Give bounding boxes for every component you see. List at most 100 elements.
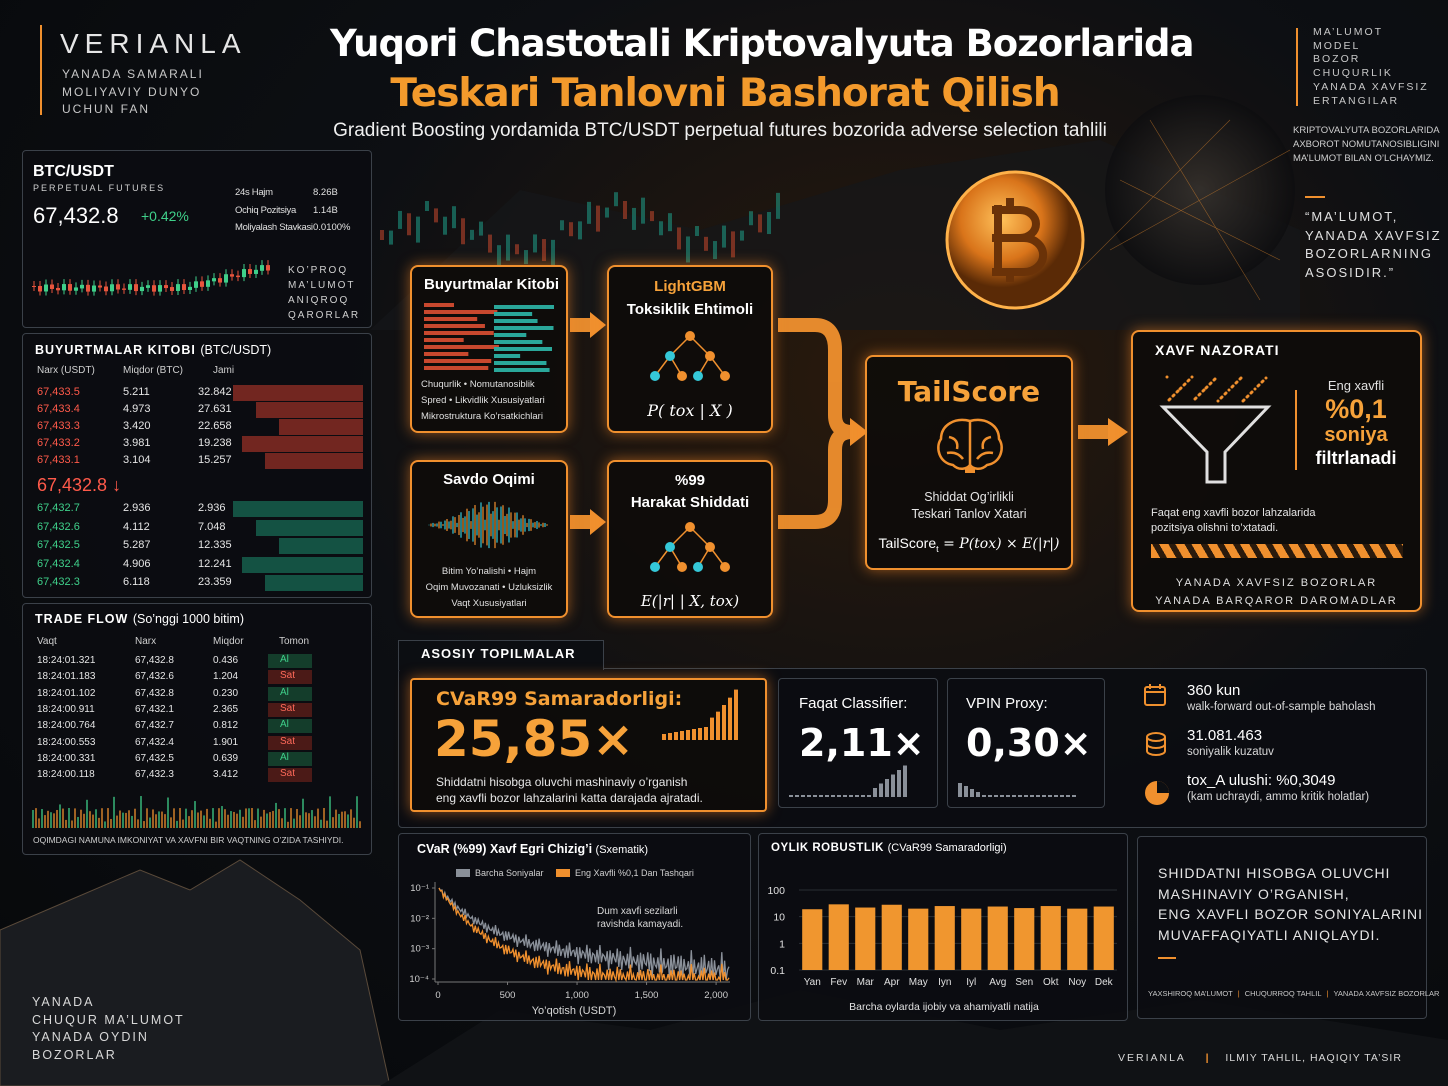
depth-bar bbox=[256, 402, 363, 418]
x-tick-label: 2,000 bbox=[704, 990, 728, 1001]
tree-node bbox=[705, 351, 715, 361]
bar-icon bbox=[1036, 795, 1040, 797]
subtitle: (CVaR99 Samaradorligi) bbox=[887, 842, 1007, 854]
depth-line bbox=[424, 338, 464, 342]
schematic-curve bbox=[438, 887, 730, 983]
bar-icon bbox=[668, 733, 672, 740]
side: Al bbox=[268, 654, 312, 668]
x-tick-label: May bbox=[909, 977, 928, 988]
bg-candle bbox=[389, 230, 393, 245]
cell: 6.118 bbox=[123, 576, 150, 589]
dot bbox=[1186, 379, 1190, 383]
bg-candle bbox=[380, 230, 384, 240]
x-tick-label: Apr bbox=[884, 977, 900, 988]
box-title: Savdo Oqimi bbox=[443, 471, 535, 488]
depth-line bbox=[424, 359, 492, 363]
bar bbox=[828, 904, 849, 970]
brand: VERIANLA bbox=[1118, 1052, 1186, 1064]
tree-node bbox=[693, 562, 703, 572]
tagline-line: MOLIYAVIY DUNYO bbox=[62, 84, 202, 99]
bar-icon bbox=[734, 689, 738, 740]
price-chart bbox=[32, 260, 270, 296]
dot bbox=[1193, 397, 1197, 401]
market: PERPETUAL FUTURES bbox=[33, 183, 166, 193]
price: 67,432.6 bbox=[37, 520, 80, 533]
quote-line: YANADA XAVFSIZ bbox=[1305, 227, 1442, 243]
tags: MA’LUMOT MODEL BOZOR CHUQURLIK YANADA XAVFSI… bbox=[1313, 26, 1429, 108]
candle bbox=[164, 285, 168, 289]
fact: 360 kun walk-forward out-of-sample bahola… bbox=[1187, 682, 1376, 713]
bar-icon bbox=[728, 697, 732, 740]
bar bbox=[1093, 906, 1114, 970]
bar-icon bbox=[897, 770, 901, 797]
bar-icon bbox=[976, 792, 980, 797]
caption: Barcha oylarda ijobiy va ahamiyatli nati… bbox=[849, 1001, 1039, 1013]
depth-icon bbox=[424, 303, 554, 372]
x-tick-label: Fev bbox=[830, 977, 847, 988]
bg-candle bbox=[695, 226, 699, 237]
candle bbox=[200, 281, 204, 287]
depth-bar bbox=[242, 436, 363, 452]
cell: 67,432.3 bbox=[135, 769, 174, 781]
depth-bar bbox=[279, 419, 363, 435]
desc-line: eng xavfli bozor lahzalarini katta daraj… bbox=[436, 791, 703, 805]
bar bbox=[881, 904, 902, 970]
bar-icon bbox=[801, 795, 805, 797]
quote-rule bbox=[1305, 196, 1325, 198]
cell: 0.639 bbox=[213, 752, 239, 764]
stat: Moliyalash Stavkasi 0.0100% bbox=[235, 222, 370, 240]
title: TRADE FLOW bbox=[35, 612, 129, 626]
hazard-stripe bbox=[1151, 544, 1403, 558]
candle bbox=[56, 287, 60, 291]
bar-icon bbox=[807, 795, 811, 797]
tailscore-title: TailScore bbox=[897, 375, 1041, 408]
dot bbox=[1216, 399, 1220, 403]
candle bbox=[230, 274, 234, 277]
funnel-icon bbox=[1159, 375, 1272, 484]
summary-line: MASHINAVIY O’RGANISH, bbox=[1158, 885, 1350, 902]
depth-line bbox=[494, 305, 554, 309]
candle bbox=[242, 269, 246, 278]
bg-candle bbox=[704, 236, 708, 251]
fact-value: tox_A ulushi: %0,3049 bbox=[1187, 772, 1336, 789]
tag: BOZOR bbox=[1313, 53, 1361, 66]
fact: 31.081.463 soniyalik kuzatuv bbox=[1187, 727, 1274, 758]
y-tick-label: 0.1 bbox=[770, 965, 785, 977]
bar-icon bbox=[958, 783, 962, 797]
dot bbox=[1204, 386, 1208, 390]
header: Tomon bbox=[279, 636, 310, 647]
bar-icon bbox=[1048, 795, 1052, 797]
candle bbox=[98, 285, 102, 288]
candle bbox=[122, 288, 126, 290]
subtitle: (Sxematik) bbox=[595, 844, 649, 856]
risk-desc: Faqat eng xavfli bozor lahzalarida pozits… bbox=[1151, 506, 1315, 536]
cell: 67,432.1 bbox=[135, 703, 174, 715]
title-line: Toksiklik Ehtimoli bbox=[626, 301, 754, 318]
cell: 0.812 bbox=[213, 720, 239, 732]
cell: 18:24:01.102 bbox=[37, 687, 96, 699]
monthly-title: OYLIK ROBUSTLIK (CVaR99 Samaradorligi) bbox=[771, 842, 1007, 854]
dot bbox=[1201, 389, 1205, 393]
depth-bar bbox=[265, 453, 363, 469]
cell: 12.335 bbox=[198, 539, 232, 552]
candle bbox=[218, 278, 222, 283]
note-line: KO’PROQ bbox=[288, 265, 349, 276]
box-title: LightGBM Toksiklik Ehtimoli bbox=[609, 275, 771, 321]
depth-line bbox=[494, 354, 521, 358]
candle bbox=[116, 284, 120, 290]
summary-line: ENG XAVFLI BOZOR SONIYALARINI bbox=[1158, 906, 1423, 922]
candle bbox=[110, 284, 114, 292]
cell: 18:24:00.331 bbox=[37, 752, 96, 764]
price: 67,432.7 bbox=[37, 502, 80, 514]
feature: Chuqurlik • Nomutanosiblik bbox=[421, 379, 535, 390]
depth-line bbox=[494, 319, 538, 323]
bg-candle bbox=[497, 245, 501, 268]
candle bbox=[176, 284, 180, 291]
bg-candle bbox=[578, 221, 582, 240]
bar-icon bbox=[837, 795, 841, 797]
main-finding: CVaR99 Samaradorligi: 25,85× Shiddatni h… bbox=[410, 678, 767, 812]
risk-rule bbox=[1295, 390, 1297, 470]
y-tick-label: 100 bbox=[767, 885, 785, 897]
dot bbox=[1219, 396, 1223, 400]
separator: | bbox=[1237, 989, 1240, 998]
